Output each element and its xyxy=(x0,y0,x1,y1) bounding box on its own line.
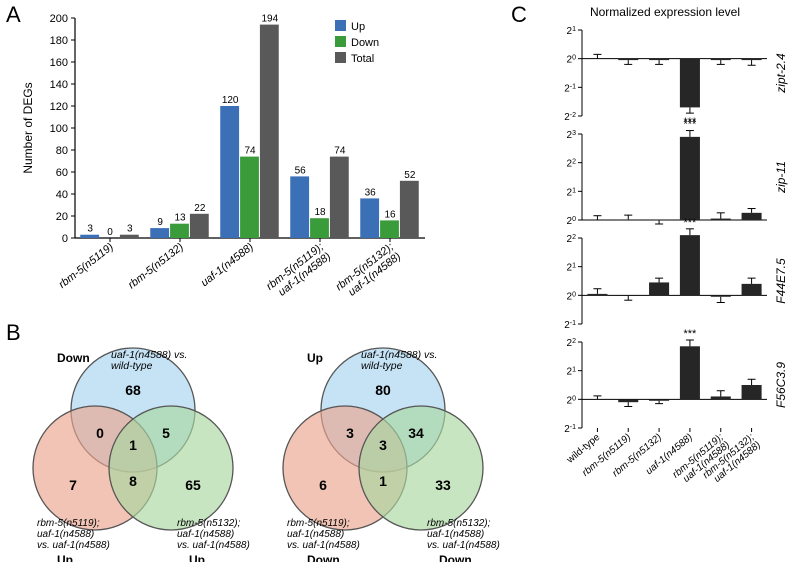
svg-text:8: 8 xyxy=(129,473,137,489)
svg-text:74: 74 xyxy=(244,146,256,157)
svg-text:16: 16 xyxy=(384,209,396,220)
svg-text:rbm-5(n5119);uaf-1(n4588)vs. u: rbm-5(n5119);uaf-1(n4588)vs. uaf-1(n4588… xyxy=(37,518,110,551)
svg-text:21: 21 xyxy=(567,26,577,38)
svg-text:40: 40 xyxy=(56,189,68,201)
svg-text:20: 20 xyxy=(56,211,68,223)
svg-text:13: 13 xyxy=(174,213,186,224)
svg-text:Down: Down xyxy=(351,37,379,49)
svg-text:rbm-5(n5119);uaf-1(n4588)vs. u: rbm-5(n5119);uaf-1(n4588)vs. uaf-1(n4588… xyxy=(287,518,360,551)
svg-text:rbm-5(n5132);uaf-1(n4588): rbm-5(n5132);uaf-1(n4588) xyxy=(334,241,404,303)
svg-text:80: 80 xyxy=(375,382,391,398)
svg-text:200: 200 xyxy=(50,13,68,25)
svg-text:52: 52 xyxy=(404,170,416,181)
svg-text:2-1: 2-1 xyxy=(564,424,576,436)
svg-text:33: 33 xyxy=(435,477,451,493)
svg-text:20: 20 xyxy=(567,291,577,303)
svg-text:rbm-5(n5132);uaf-1(n4588)vs. u: rbm-5(n5132);uaf-1(n4588)vs. uaf-1(n4588… xyxy=(427,518,500,551)
svg-text:9: 9 xyxy=(157,217,163,228)
svg-text:rbm-5(n5119): rbm-5(n5119) xyxy=(57,241,117,291)
svg-text:20: 20 xyxy=(567,395,577,407)
svg-text:***: *** xyxy=(683,328,697,340)
svg-text:7: 7 xyxy=(69,477,77,493)
svg-text:22: 22 xyxy=(567,234,577,246)
svg-text:65: 65 xyxy=(185,477,201,493)
svg-text:Number of DEGs: Number of DEGs xyxy=(21,82,35,173)
svg-text:2-1: 2-1 xyxy=(564,83,576,95)
svg-text:2-2: 2-2 xyxy=(564,112,576,124)
svg-text:120: 120 xyxy=(222,95,239,106)
panel-c-expression: Normalized expression level 2-2 2-1 20 21 zip… xyxy=(510,2,800,560)
svg-text:zipt-2.4: zipt-2.4 xyxy=(774,53,788,94)
svg-text:1: 1 xyxy=(129,437,137,453)
svg-text:68: 68 xyxy=(125,382,141,398)
svg-text:56: 56 xyxy=(295,165,307,176)
svg-text:Down: Down xyxy=(439,553,472,562)
svg-text:100: 100 xyxy=(50,123,68,135)
svg-text:21: 21 xyxy=(567,366,577,378)
svg-text:22: 22 xyxy=(567,338,577,350)
svg-text:1: 1 xyxy=(379,473,387,489)
svg-text:22: 22 xyxy=(194,203,206,214)
svg-text:Down: Down xyxy=(307,553,340,562)
svg-text:80: 80 xyxy=(56,145,68,157)
svg-text:22: 22 xyxy=(567,158,577,170)
svg-text:3: 3 xyxy=(127,224,133,235)
svg-text:F44E7.5: F44E7.5 xyxy=(774,258,788,304)
svg-text:20: 20 xyxy=(567,216,577,228)
svg-text:Down: Down xyxy=(57,351,90,365)
svg-text:34: 34 xyxy=(408,425,424,441)
svg-text:***: *** xyxy=(683,119,697,131)
svg-text:rbm-5(n5132): rbm-5(n5132) xyxy=(126,241,186,292)
svg-text:21: 21 xyxy=(567,187,577,199)
panel-b-venn: 687650581Downuaf-1(n4588) vs.wild-typerb… xyxy=(10,330,510,562)
svg-text:36: 36 xyxy=(365,187,377,198)
svg-text:23: 23 xyxy=(567,130,577,142)
svg-text:20: 20 xyxy=(567,54,577,66)
svg-text:160: 160 xyxy=(50,57,68,69)
svg-text:0: 0 xyxy=(96,425,104,441)
svg-text:Up: Up xyxy=(307,351,323,365)
svg-text:180: 180 xyxy=(50,35,68,47)
svg-text:rbm-5(n5132);uaf-1(n4588)vs. u: rbm-5(n5132);uaf-1(n4588)vs. uaf-1(n4588… xyxy=(177,518,250,551)
svg-text:0: 0 xyxy=(62,233,68,245)
svg-text:120: 120 xyxy=(50,101,68,113)
svg-text:Up: Up xyxy=(57,553,73,562)
svg-text:Up: Up xyxy=(351,21,365,33)
svg-text:2-1: 2-1 xyxy=(564,320,576,332)
svg-text:194: 194 xyxy=(261,14,278,25)
svg-text:60: 60 xyxy=(56,167,68,179)
svg-text:18: 18 xyxy=(314,207,326,218)
svg-text:Total: Total xyxy=(351,53,374,65)
svg-text:140: 140 xyxy=(50,79,68,91)
svg-text:6: 6 xyxy=(319,477,327,493)
svg-text:0: 0 xyxy=(107,227,113,238)
svg-text:3: 3 xyxy=(346,425,354,441)
svg-text:zip-11: zip-11 xyxy=(774,161,788,194)
svg-text:rbm-5(n5119);uaf-1(n4588): rbm-5(n5119);uaf-1(n4588) xyxy=(264,241,333,303)
svg-text:F56C3.9: F56C3.9 xyxy=(774,362,788,408)
svg-text:***: *** xyxy=(683,217,697,229)
svg-text:Up: Up xyxy=(189,553,205,562)
svg-text:3: 3 xyxy=(379,437,387,453)
svg-text:uaf-1(n4588): uaf-1(n4588) xyxy=(199,241,256,289)
svg-text:74: 74 xyxy=(334,146,346,157)
panel-a-barchart: 020406080100120140160180200Number of DEG… xyxy=(10,6,510,331)
svg-text:Normalized expression level: Normalized expression level xyxy=(590,5,740,19)
svg-text:21: 21 xyxy=(567,262,577,274)
svg-text:3: 3 xyxy=(87,224,93,235)
svg-text:5: 5 xyxy=(162,425,170,441)
